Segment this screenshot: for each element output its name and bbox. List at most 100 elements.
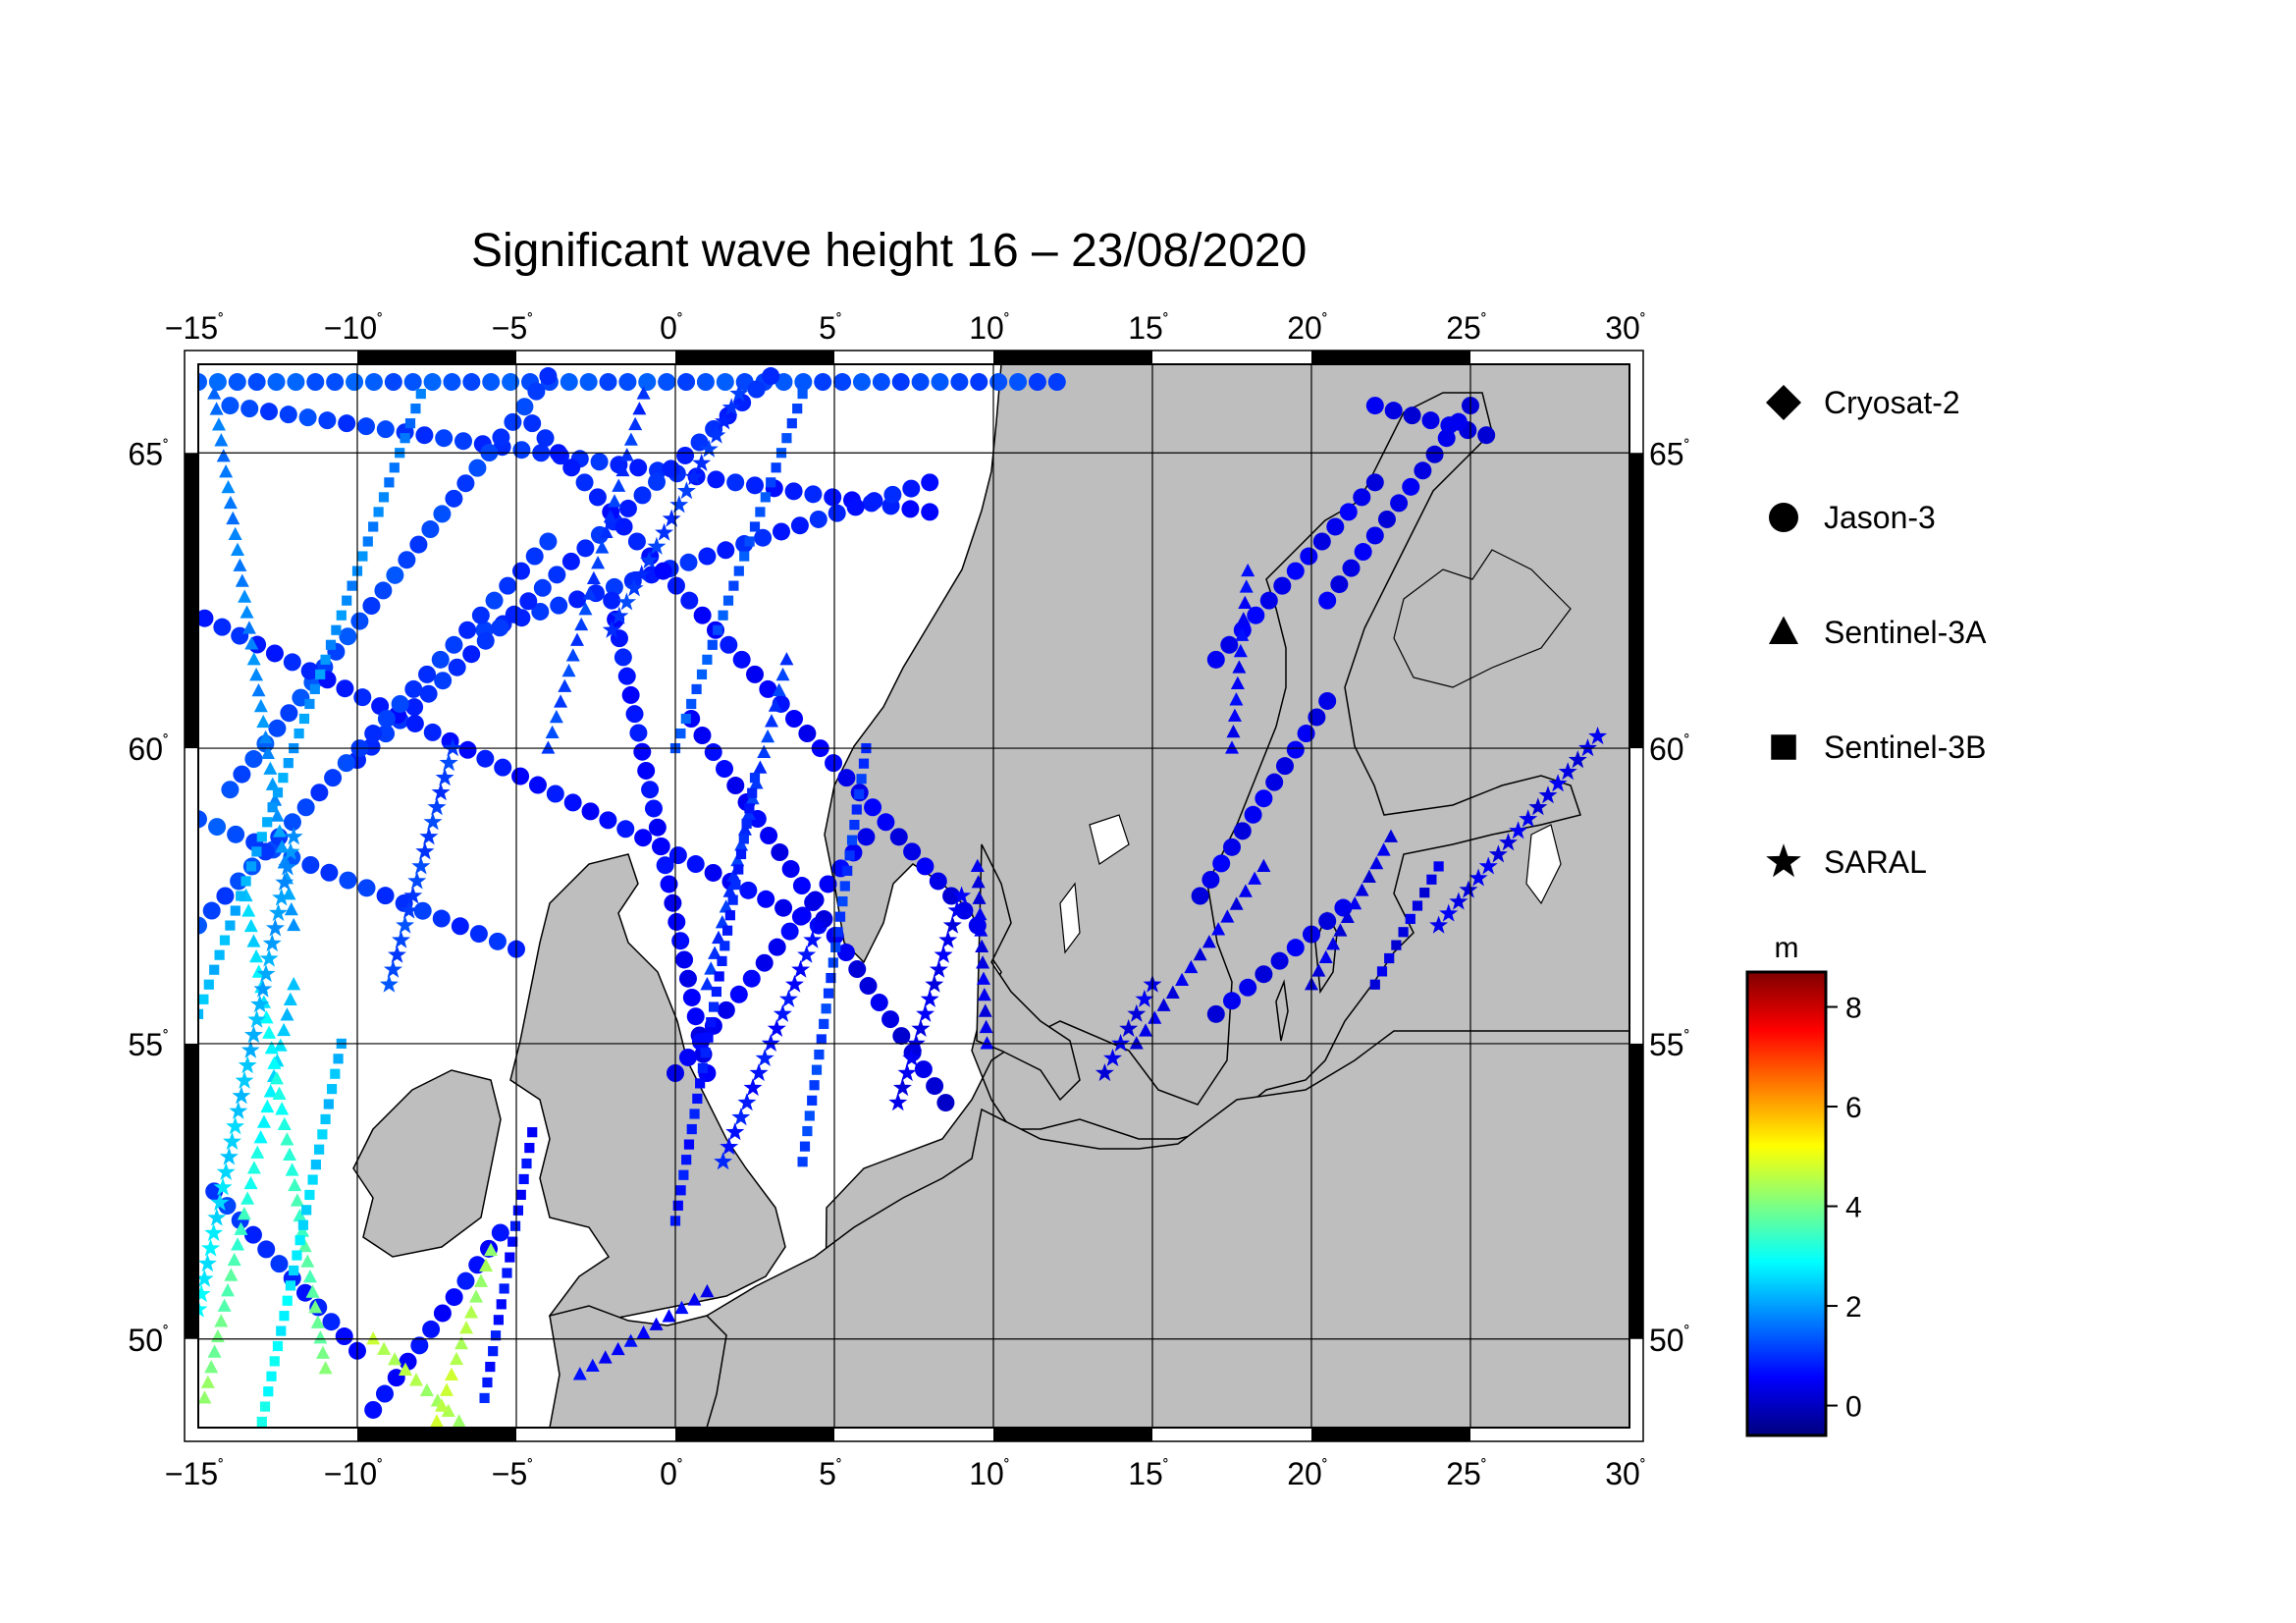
data-point-star — [259, 948, 279, 967]
data-point-triangle — [287, 917, 301, 932]
data-point-triangle — [408, 1373, 423, 1386]
data-point-triangle — [459, 1321, 474, 1334]
data-point-triangle — [975, 939, 989, 953]
data-point-circle — [617, 667, 636, 685]
data-point-circle — [326, 373, 345, 392]
satellite-points — [198, 367, 1608, 1428]
data-point-square — [198, 994, 209, 1004]
data-point-circle — [1265, 773, 1284, 791]
data-point-star — [684, 467, 704, 486]
lat-label-right: 50˚ — [1649, 1323, 1690, 1358]
data-point-triangle — [209, 402, 224, 415]
data-point-star — [737, 1093, 757, 1111]
lon-label-bottom: 25˚ — [1446, 1456, 1487, 1491]
data-point-circle — [568, 590, 587, 609]
data-point-square — [786, 418, 797, 429]
data-point-square — [507, 1236, 518, 1247]
data-point-circle — [531, 602, 550, 621]
data-point-square — [314, 1144, 325, 1155]
data-point-triangle — [636, 1325, 651, 1339]
data-point-circle — [1273, 576, 1292, 595]
data-point-star — [439, 753, 458, 772]
data-point-triangle — [623, 1333, 638, 1347]
data-point-circle — [1365, 473, 1384, 492]
data-point-star — [232, 1086, 251, 1105]
data-point-star — [265, 918, 285, 937]
data-point-square — [515, 1189, 526, 1200]
data-point-circle — [1047, 373, 1066, 392]
data-point-circle — [471, 606, 490, 624]
frame-bar-left — [185, 453, 198, 749]
data-point-triangle — [1229, 692, 1244, 706]
data-point-triangle — [611, 1341, 625, 1356]
data-point-circle — [675, 950, 694, 969]
data-point-square — [524, 1142, 535, 1154]
data-point-triangle — [235, 573, 249, 587]
data-point-circle — [300, 662, 319, 680]
data-point-circle — [852, 373, 871, 392]
data-point-circle — [1326, 517, 1345, 536]
data-point-circle — [1028, 373, 1046, 392]
data-point-triangle — [221, 1283, 235, 1297]
data-point-triangle — [1129, 1036, 1144, 1050]
data-point-triangle — [1235, 627, 1250, 641]
data-point-star — [435, 768, 454, 786]
data-point-triangle — [228, 526, 242, 541]
data-point-circle — [280, 704, 298, 723]
data-point-circle — [704, 863, 722, 882]
data-point-square — [1433, 861, 1444, 872]
data-point-triangle — [708, 946, 722, 959]
data-point-circle — [198, 810, 207, 829]
data-point-circle — [846, 498, 865, 516]
data-point-circle — [717, 541, 735, 560]
data-point-square — [320, 1113, 331, 1125]
data-point-circle — [550, 596, 568, 615]
data-point-circle — [746, 476, 764, 495]
data-point-triangle — [1362, 869, 1376, 883]
data-point-circle — [942, 887, 961, 905]
data-point-square — [301, 1205, 312, 1216]
frame-bar-right — [1629, 453, 1643, 749]
data-point-triangle — [700, 1283, 715, 1298]
data-point-triangle — [1318, 949, 1333, 964]
graticule — [198, 364, 1629, 1428]
data-point-star — [1519, 809, 1538, 828]
data-point-triangle — [474, 1273, 489, 1287]
data-point-triangle — [730, 852, 745, 867]
data-point-triangle — [204, 1360, 219, 1374]
data-point-triangle — [214, 1314, 229, 1327]
data-point-star — [632, 565, 652, 583]
data-point-triangle — [619, 448, 634, 461]
data-point-square — [485, 1361, 496, 1373]
data-point-triangle — [302, 1269, 317, 1283]
data-point-circle — [716, 373, 734, 392]
data-point-circle — [790, 516, 809, 535]
data-point-circle — [1342, 559, 1361, 577]
data-point-square — [362, 536, 373, 547]
data-point-circle — [1318, 691, 1337, 710]
data-point-circle — [1300, 547, 1318, 566]
data-point-circle — [1259, 591, 1278, 610]
data-point-circle — [563, 793, 582, 812]
data-point-circle — [301, 856, 320, 875]
data-point-square — [272, 787, 284, 798]
data-point-triangle — [305, 1284, 320, 1298]
data-point-triangle — [764, 714, 778, 728]
land-oland — [1275, 979, 1289, 1042]
data-point-square — [256, 832, 267, 842]
data-point-circle — [633, 486, 652, 505]
data-point-circle — [590, 453, 609, 471]
data-point-circle — [1365, 526, 1384, 545]
data-point-square — [680, 713, 691, 725]
data-point-circle — [320, 863, 339, 882]
data-point-triangle — [623, 432, 638, 446]
data-point-square — [1419, 888, 1430, 898]
data-point-triangle — [775, 667, 790, 681]
data-point-circle — [901, 500, 920, 518]
data-point-star — [662, 509, 681, 527]
data-point-star — [240, 1040, 260, 1058]
data-point-circle — [726, 473, 745, 492]
data-point-circle — [419, 684, 438, 703]
data-point-circle — [625, 705, 644, 724]
data-point-circle — [560, 373, 578, 392]
